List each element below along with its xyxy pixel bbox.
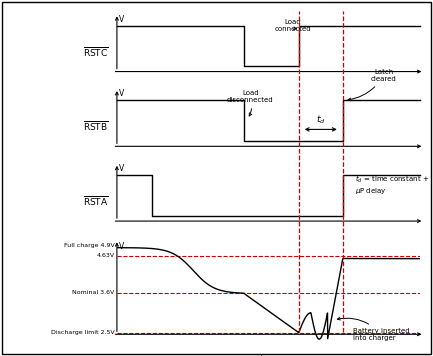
Text: Discharge limit 2.5V: Discharge limit 2.5V (51, 330, 115, 335)
Text: V: V (119, 164, 124, 173)
Text: V: V (119, 242, 124, 251)
Text: Load
connected: Load connected (275, 19, 311, 32)
Text: $t_d$ = time constant +
$\mu$P delay: $t_d$ = time constant + $\mu$P delay (355, 174, 429, 196)
Text: Time: Time (258, 354, 279, 356)
Text: Load
disconnected: Load disconnected (227, 90, 274, 116)
Text: $\overline{\mathrm{RSTA}}$: $\overline{\mathrm{RSTA}}$ (83, 194, 108, 208)
Text: Latch
cleared: Latch cleared (348, 69, 397, 101)
Text: Full charge 4.9V: Full charge 4.9V (64, 243, 115, 248)
Text: Nominal 3.6V: Nominal 3.6V (72, 290, 115, 295)
Text: $\overline{\mathrm{RSTC}}$: $\overline{\mathrm{RSTC}}$ (83, 44, 108, 59)
Text: Battery inserted
into charger: Battery inserted into charger (337, 317, 410, 341)
Text: V: V (119, 15, 124, 24)
Text: 4.63V: 4.63V (97, 253, 115, 258)
Text: $t_d$: $t_d$ (316, 114, 326, 126)
Text: $\overline{\mathrm{RSTB}}$: $\overline{\mathrm{RSTB}}$ (83, 119, 108, 134)
Text: V: V (119, 89, 124, 99)
